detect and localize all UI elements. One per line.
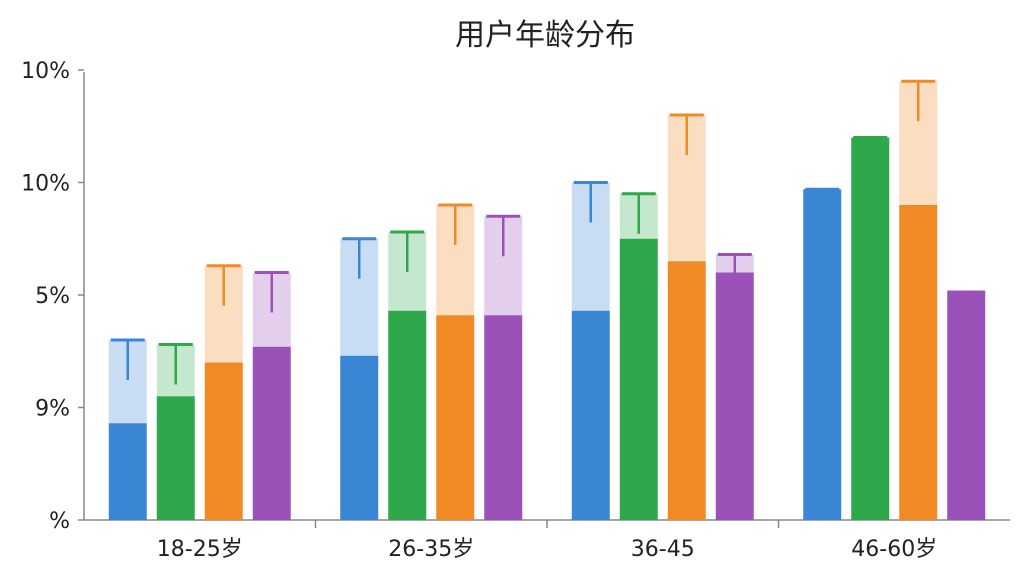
chart-error-bars	[110, 79, 984, 385]
bar	[252, 346, 291, 520]
bar	[388, 310, 427, 520]
bar	[484, 315, 523, 520]
chart-title: 用户年龄分布	[455, 18, 635, 53]
bar	[340, 355, 379, 520]
bar	[851, 137, 890, 520]
x-category-label: 36-45	[631, 537, 695, 562]
bar	[619, 238, 658, 520]
bar	[803, 189, 842, 520]
bar	[436, 315, 475, 520]
x-axis-categories: 18-25岁 26-35岁 36-45 46-60岁	[157, 537, 937, 562]
y-tick-label: %	[49, 509, 70, 534]
bar	[204, 362, 243, 520]
y-tick-label: 10%	[21, 172, 70, 197]
bar	[156, 396, 195, 520]
y-tick-label: 10%	[21, 59, 70, 84]
y-axis-ticks: % 9% 5% 10% 10%	[21, 59, 84, 534]
bar	[667, 261, 706, 520]
x-category-label: 46-60岁	[851, 537, 937, 562]
bar	[899, 205, 938, 520]
y-tick-label: 9%	[35, 397, 70, 422]
bar	[571, 310, 610, 520]
x-category-label: 18-25岁	[157, 537, 243, 562]
bar	[715, 272, 754, 520]
y-tick-label: 5%	[35, 284, 70, 309]
bar	[108, 423, 147, 520]
bar	[947, 290, 986, 520]
x-category-label: 26-35岁	[388, 537, 474, 562]
chart-bars	[108, 81, 986, 520]
